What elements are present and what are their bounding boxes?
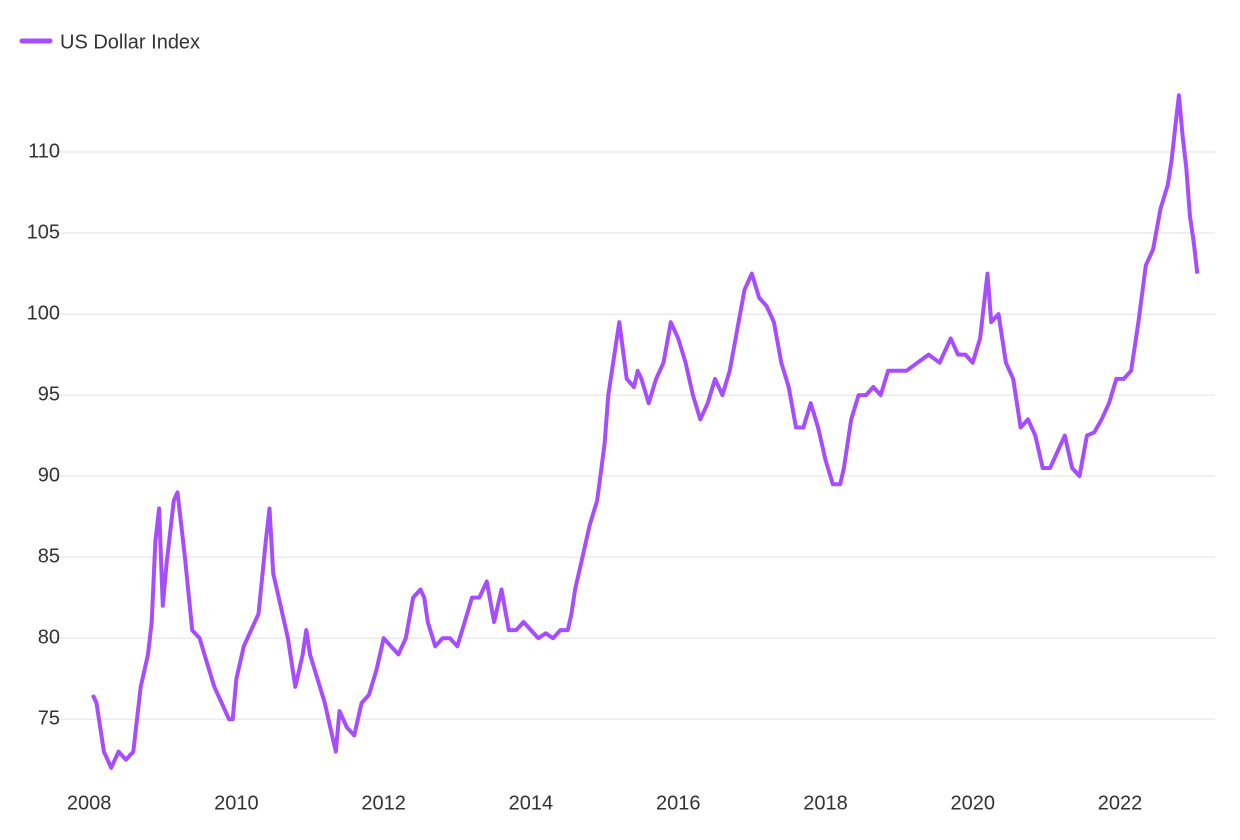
y-tick-label: 100 [27,302,60,324]
x-tick-label: 2016 [656,792,701,814]
legend-label: US Dollar Index [60,31,200,53]
y-tick-label: 110 [28,140,60,162]
y-tick-label: 85 [38,545,60,567]
y-tick-label: 95 [38,383,60,405]
data-line [90,93,1200,770]
x-tick-label: 2020 [950,792,995,814]
x-tick-label: 2014 [509,792,554,814]
x-tick-label: 2010 [214,792,259,814]
x-tick-label: 2018 [803,792,848,814]
y-tick-label: 80 [38,626,60,648]
x-tick-label: 2022 [1098,792,1143,814]
x-tick-label: 2008 [67,792,112,814]
y-tick-label: 90 [38,464,60,486]
x-tick-label: 2012 [361,792,406,814]
y-tick-label: 75 [38,707,60,729]
y-tick-label: 105 [27,221,60,243]
